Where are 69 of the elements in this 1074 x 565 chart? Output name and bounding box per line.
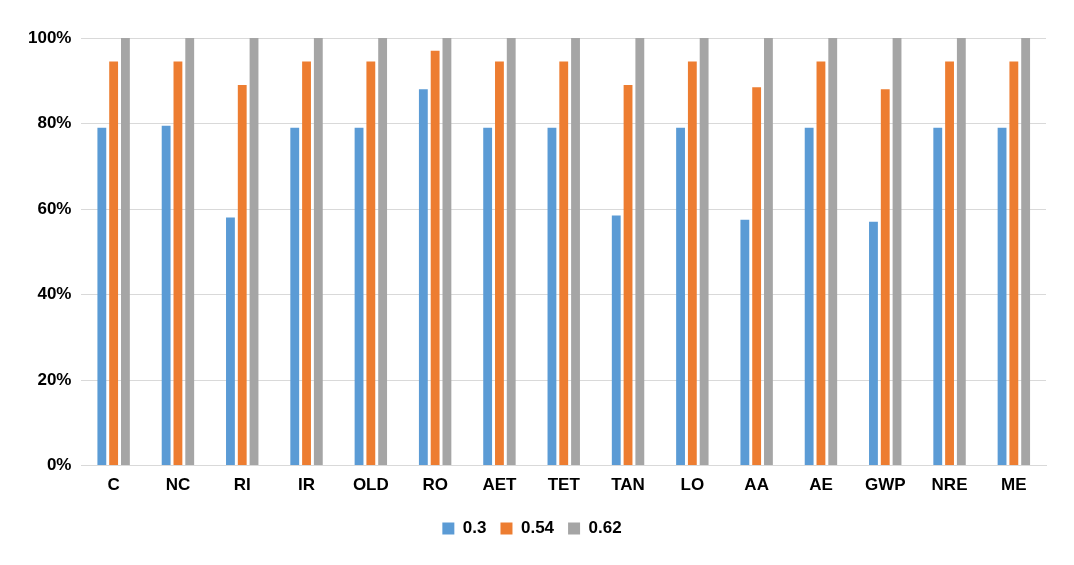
bar [226, 217, 235, 466]
bar [366, 61, 376, 466]
legend-label: 0.3 [462, 518, 487, 538]
bar [752, 87, 762, 466]
bar [547, 127, 557, 466]
x-tick-label: NRE [931, 475, 968, 495]
bar [956, 38, 966, 466]
bar [635, 38, 645, 466]
x-tick-label: LO [680, 475, 705, 495]
bar [249, 38, 259, 466]
bar [313, 38, 323, 466]
legend-label: 0.62 [588, 518, 622, 538]
bar [933, 127, 943, 466]
bar [161, 125, 171, 466]
bar [559, 61, 569, 466]
x-tick-label: TET [547, 475, 581, 495]
bar [185, 38, 195, 466]
x-tick-label: AE [809, 475, 833, 495]
x-tick-label: IR [298, 475, 316, 495]
y-tick-label: 40% [37, 284, 72, 304]
x-tick-label: TAN [611, 475, 645, 495]
bar [109, 61, 119, 466]
bar [354, 127, 364, 466]
bar [869, 221, 878, 466]
y-tick-label: 80% [37, 113, 72, 133]
x-tick-label: RI [233, 475, 251, 495]
legend-label: 0.54 [520, 518, 555, 538]
bar [623, 85, 633, 466]
bar [173, 61, 183, 466]
bar [302, 61, 311, 466]
bar [495, 61, 504, 466]
bar [1009, 61, 1019, 466]
y-tick-label: 0% [46, 455, 72, 475]
bar [699, 38, 709, 466]
bar [740, 219, 750, 466]
bar [611, 215, 621, 466]
bar [571, 38, 580, 466]
x-tick-label: AET [482, 475, 518, 495]
bar [483, 127, 493, 466]
bar [442, 38, 452, 466]
bar [378, 38, 388, 466]
bar [997, 127, 1007, 466]
x-tick-label: ME [1001, 475, 1027, 495]
bar [687, 61, 697, 466]
bar [97, 127, 107, 466]
x-tick-label: OLD [352, 475, 389, 495]
bar [506, 38, 516, 466]
bar [945, 61, 954, 466]
bar [290, 127, 300, 466]
bar [237, 85, 247, 466]
bar [816, 61, 826, 466]
bar [764, 38, 773, 466]
bar [121, 38, 130, 466]
x-tick-label: AA [744, 475, 769, 495]
bar [828, 38, 838, 466]
bar [804, 127, 814, 466]
x-tick-label: C [107, 475, 120, 495]
bar [892, 38, 902, 466]
y-tick-label: 20% [37, 369, 72, 389]
bar [1021, 38, 1031, 466]
y-tick-label: 100% [28, 27, 72, 47]
x-tick-label: GWP [864, 475, 906, 495]
y-tick-label: 60% [37, 198, 72, 218]
bar [880, 89, 890, 466]
bar [676, 127, 685, 466]
bar [430, 50, 440, 466]
bar [418, 89, 428, 466]
x-tick-label: RO [422, 475, 448, 495]
x-tick-label: NC [165, 475, 191, 495]
